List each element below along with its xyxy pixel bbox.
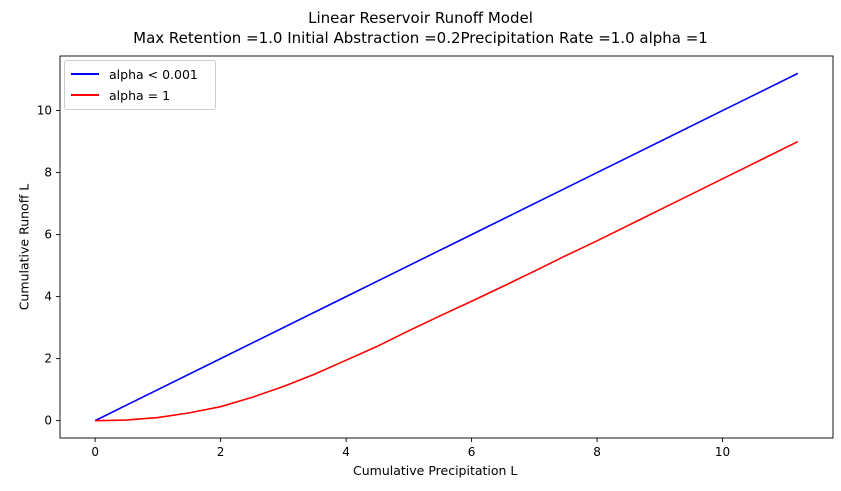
y-tick-label: 6: [44, 228, 52, 242]
y-tick-label: 2: [44, 352, 52, 366]
x-tick-label: 6: [468, 445, 476, 459]
y-tick-label: 10: [37, 104, 52, 118]
y-axis-label: Cumulative Runoff L: [16, 183, 32, 311]
y-tick-label: 4: [44, 290, 52, 304]
x-tick-label: 4: [342, 445, 350, 459]
x-axis-label: Cumulative Precipitation L: [353, 463, 518, 478]
x-tick-label: 2: [217, 445, 225, 459]
legend: alpha < 0.001 alpha = 1: [64, 60, 216, 110]
legend-swatch-series-1: [71, 73, 99, 75]
legend-label-series-1: alpha < 0.001: [109, 66, 198, 82]
x-tick-label: 0: [91, 445, 99, 459]
legend-label-series-2: alpha = 1: [109, 87, 171, 103]
legend-item-series-1: alpha < 0.001: [71, 64, 198, 84]
legend-swatch-series-2: [71, 94, 99, 96]
series-line-1: [94, 72, 799, 422]
y-tick-label: 8: [44, 166, 52, 180]
y-axis-label-wrapper: Cumulative Runoff L: [14, 172, 34, 322]
plot-frame: [59, 55, 834, 439]
legend-item-series-2: alpha = 1: [71, 85, 170, 105]
x-tick-label: 8: [593, 445, 601, 459]
plot-area: 0 2 4 6 8 10 0 2 4 6 8 10: [37, 55, 834, 459]
x-tick-label: 10: [715, 445, 730, 459]
chart-title: Linear Reservoir Runoff Model: [308, 9, 533, 27]
series-line-2: [95, 140, 799, 422]
chart-subtitle: Max Retention =1.0 Initial Abstraction =…: [133, 29, 708, 47]
y-tick-label: 0: [44, 414, 52, 428]
